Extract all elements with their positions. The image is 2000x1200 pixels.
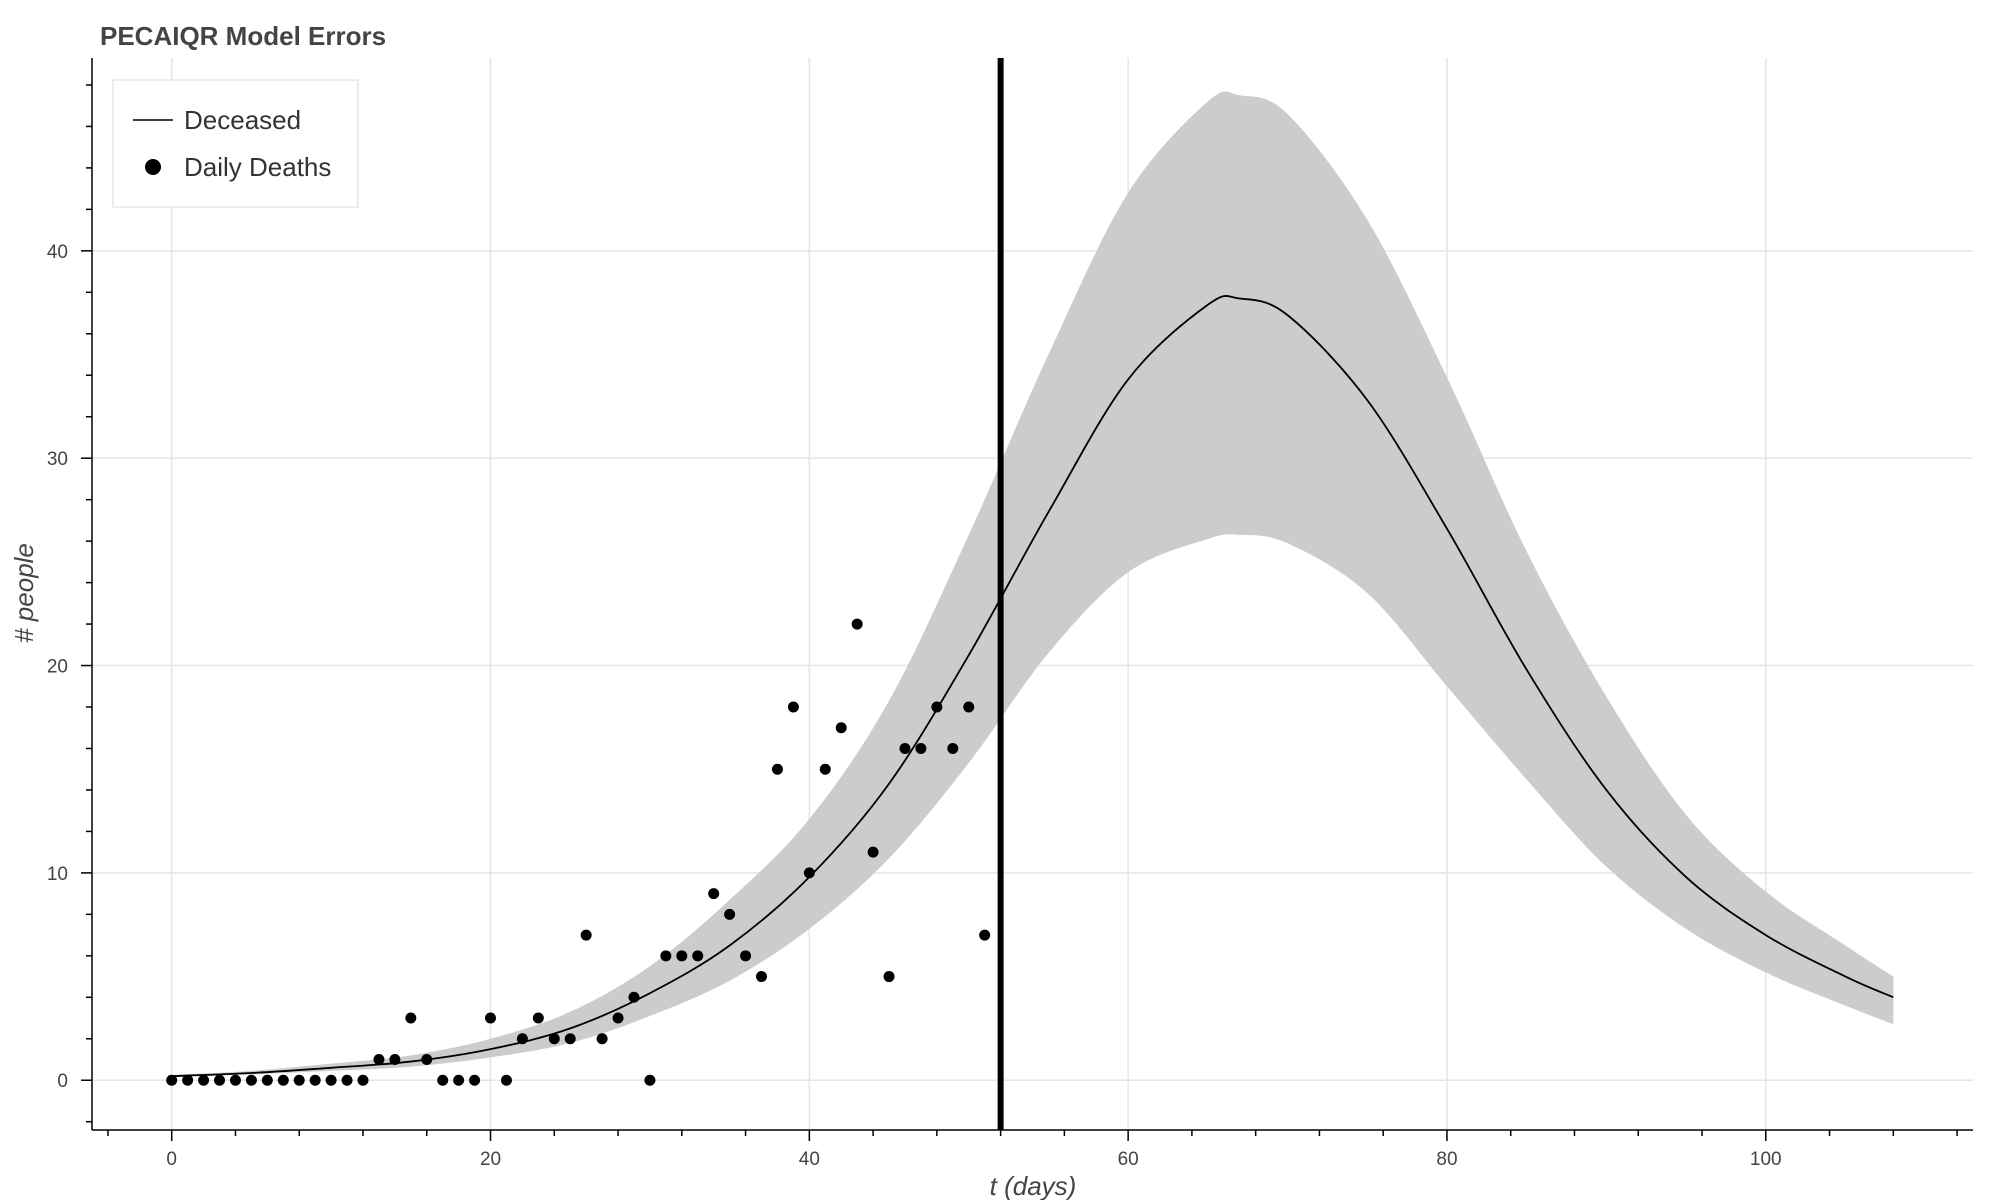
- daily-deaths-point: [500, 1074, 512, 1086]
- daily-deaths-point: [229, 1074, 241, 1086]
- daily-deaths-point: [437, 1074, 449, 1086]
- axes: 0 20 40 60 80 100 0 10 20 30 40: [47, 58, 1973, 1170]
- daily-deaths-point: [277, 1074, 289, 1086]
- daily-deaths-point: [883, 971, 895, 983]
- daily-deaths-point: [851, 618, 863, 630]
- deceased-line: [171, 295, 1894, 1077]
- daily-deaths-point: [803, 867, 815, 879]
- daily-deaths-point: [357, 1074, 369, 1086]
- legend-label-daily-deaths: Daily Deaths: [184, 152, 331, 182]
- daily-deaths-point: [389, 1054, 401, 1066]
- daily-deaths-point: [979, 929, 991, 941]
- y-tick-label: 10: [47, 864, 68, 885]
- daily-deaths-point: [771, 763, 783, 775]
- daily-deaths-point: [708, 888, 720, 900]
- daily-deaths-point: [373, 1054, 385, 1066]
- daily-deaths-point: [532, 1012, 544, 1024]
- daily-deaths-point: [405, 1012, 417, 1024]
- daily-deaths-point: [692, 950, 704, 962]
- daily-deaths-point: [740, 950, 752, 962]
- daily-deaths-point: [676, 950, 688, 962]
- daily-deaths-point: [261, 1074, 273, 1086]
- daily-deaths-point: [469, 1074, 481, 1086]
- y-axis-label: # people: [9, 543, 39, 643]
- daily-deaths-point: [915, 742, 927, 754]
- daily-deaths-point: [166, 1074, 178, 1086]
- daily-deaths-point: [756, 971, 768, 983]
- x-axis-label: t (days): [990, 1171, 1077, 1200]
- x-tick-label: 80: [1436, 1149, 1457, 1170]
- daily-deaths-point: [867, 846, 879, 858]
- daily-deaths-point: [182, 1074, 194, 1086]
- daily-deaths-point: [580, 929, 592, 941]
- daily-deaths-point: [485, 1012, 497, 1024]
- deceased-line-layer: [171, 295, 1894, 1077]
- daily-deaths-point: [819, 763, 831, 775]
- daily-deaths-point: [628, 991, 640, 1003]
- chart-title: PECAIQR Model Errors: [100, 21, 386, 51]
- daily-deaths-layer: [166, 618, 991, 1086]
- y-tick-label: 0: [57, 1071, 68, 1092]
- x-tick-label: 60: [1118, 1149, 1139, 1170]
- daily-deaths-point: [612, 1012, 624, 1024]
- confidence-band: [171, 91, 1894, 1078]
- daily-deaths-point: [293, 1074, 305, 1086]
- legend-label-deceased: Deceased: [184, 105, 301, 135]
- legend-box: [112, 79, 359, 208]
- daily-deaths-point: [835, 722, 847, 734]
- legend: Deceased Daily Deaths: [112, 79, 359, 208]
- daily-deaths-point: [963, 701, 975, 713]
- daily-deaths-point: [787, 701, 799, 713]
- y-tick-label: 40: [47, 242, 68, 263]
- daily-deaths-point: [198, 1074, 210, 1086]
- daily-deaths-point: [644, 1074, 656, 1086]
- daily-deaths-point: [596, 1033, 608, 1045]
- x-tick-label: 100: [1750, 1149, 1782, 1170]
- daily-deaths-point: [453, 1074, 465, 1086]
- daily-deaths-point: [309, 1074, 321, 1086]
- confidence-band-layer: [171, 91, 1894, 1078]
- daily-deaths-point: [421, 1054, 433, 1066]
- daily-deaths-point: [341, 1074, 353, 1086]
- daily-deaths-point: [660, 950, 672, 962]
- daily-deaths-point: [325, 1074, 337, 1086]
- daily-deaths-point: [214, 1074, 226, 1086]
- x-tick-label: 40: [799, 1149, 820, 1170]
- y-tick-label: 30: [47, 449, 68, 470]
- daily-deaths-point: [931, 701, 943, 713]
- daily-deaths-point: [516, 1033, 528, 1045]
- daily-deaths-point: [724, 908, 736, 920]
- x-tick-label: 0: [166, 1149, 177, 1170]
- daily-deaths-point: [245, 1074, 257, 1086]
- daily-deaths-point: [899, 742, 911, 754]
- daily-deaths-point: [947, 742, 959, 754]
- y-tick-label: 20: [47, 657, 68, 678]
- daily-deaths-point: [564, 1033, 576, 1045]
- legend-dot-swatch: [145, 159, 161, 175]
- daily-deaths-point: [548, 1033, 560, 1045]
- x-tick-label: 20: [480, 1149, 501, 1170]
